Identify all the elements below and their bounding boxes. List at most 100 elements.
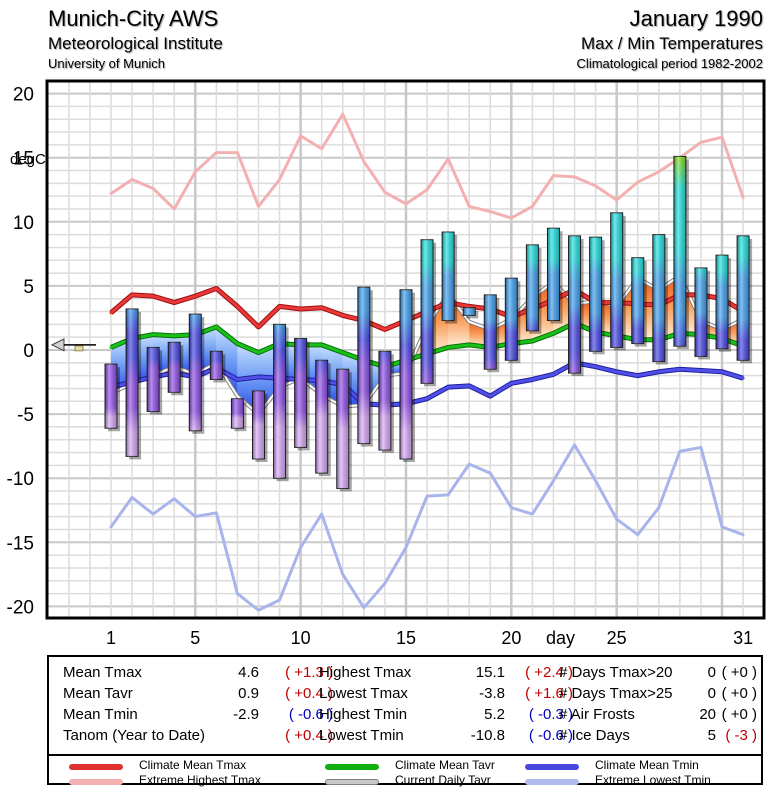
stat-label: Highest Tmin (319, 706, 408, 723)
x-tick-label: 31 (733, 628, 753, 648)
stat-anomaly: ( -0.3 ) (528, 706, 573, 723)
bar-highlight (610, 212, 623, 348)
stat-anomaly: ( +0.4 ) (285, 685, 333, 702)
bar-highlight (505, 278, 518, 361)
stat-label: Mean Tmin (63, 706, 138, 723)
legend-label: Extreme Lowest Tmin (595, 773, 711, 787)
x-tick-label: 25 (607, 628, 627, 648)
stat-anomaly: ( -3 ) (725, 727, 757, 744)
bar-highlight (568, 235, 581, 374)
bar-highlight (631, 257, 644, 344)
bar-highlight (294, 338, 307, 448)
stat-anomaly: ( -0.6 ) (528, 727, 573, 744)
extreme-lowest-tmin-line (109, 443, 745, 612)
y-tick-label: -20 (7, 597, 34, 618)
y-tick-label: 0 (23, 341, 34, 362)
legend-swatch (325, 764, 379, 770)
stat-label: # Days Tmax>25 (559, 685, 673, 702)
stat-label: Lowest Tmax (319, 685, 408, 702)
legend-label: Climate Mean Tmax (139, 758, 247, 772)
y-tick-label: 5 (23, 277, 34, 298)
stat-label: Lowest Tmin (319, 727, 404, 744)
stat-value: 20 (699, 706, 716, 723)
bar-highlight (126, 308, 139, 457)
stat-label: Highest Tmax (319, 664, 412, 681)
bar-highlight (673, 156, 686, 347)
stat-value: 0.9 (238, 685, 259, 702)
bar-highlight (463, 307, 476, 316)
legend-swatch (525, 779, 579, 785)
y-tick-label: 10 (13, 213, 34, 234)
x-tick-label: 5 (190, 628, 200, 648)
stat-label: Tanom (Year to Date) (63, 727, 206, 744)
bar-highlight (336, 369, 349, 489)
x-tick-label: 1 (106, 628, 116, 648)
stat-value: 4.6 (238, 664, 259, 681)
bar-highlight (105, 364, 117, 429)
stat-value: 5.2 (484, 706, 505, 723)
legend-label: Climate Mean Tavr (395, 758, 495, 772)
legend-label: Extreme Highest Tmax (139, 773, 261, 787)
bar-highlight (442, 232, 455, 321)
y-axis-unit: degC (10, 151, 46, 168)
y-tick-label: 15 (13, 149, 34, 170)
bar-highlight (421, 239, 434, 384)
plot-frame (45, 79, 766, 620)
statistics-table: Mean Tmax 4.6 ( +1.3 ) Mean Tavr 0.9 ( +0.4 )… (49, 657, 761, 756)
stat-value: 5 (707, 727, 716, 744)
stat-value: 0 (707, 664, 716, 681)
bar-highlight (315, 360, 328, 474)
stat-value: -10.8 (470, 727, 505, 744)
bar-highlight (526, 244, 539, 331)
y-tick-label: -10 (7, 469, 34, 490)
bar-highlight (652, 234, 665, 362)
stat-anomaly: ( +0 ) (721, 706, 757, 723)
bar-highlight (737, 235, 750, 361)
climatological-period: Climatological period 1982-2002 (576, 56, 763, 71)
legend-label: Current Daily Tavr (395, 773, 491, 787)
stat-anomaly: ( -0.6 ) (288, 706, 333, 723)
station-title: Munich-City AWS (48, 6, 219, 31)
legend-swatch (325, 779, 379, 785)
stat-anomaly: ( +0 ) (721, 664, 757, 681)
daily-range-bars (104, 155, 753, 492)
stat-value: 0 (707, 685, 716, 702)
institute-name: Meteorological Institute (48, 34, 223, 53)
bar-highlight (273, 324, 286, 479)
legend-swatch (69, 779, 123, 785)
x-tick-label: 20 (501, 628, 521, 648)
x-tick-label: 10 (291, 628, 311, 648)
stat-value: -3.8 (479, 685, 505, 702)
y-axis-ticks: 20 15 10 5 0 -5 -10 -15 -20 (7, 85, 34, 619)
university-name: University of Munich (48, 56, 166, 71)
y-tick-label: -5 (17, 405, 34, 426)
stat-label: Mean Tmax (63, 664, 142, 681)
bar-highlight (189, 314, 202, 431)
bar-highlight (716, 255, 729, 349)
x-axis-ticks: 1 5 10 15 20 25 31 (106, 628, 753, 648)
arrow-left-icon (50, 338, 96, 352)
bar-highlight (589, 237, 602, 352)
bar-highlight (694, 267, 707, 357)
bar-highlight (231, 398, 244, 429)
y-tick-label: 20 (13, 85, 34, 106)
bar-highlight (168, 342, 181, 393)
stat-label: # Ice Days (559, 727, 630, 744)
legend-swatch (525, 764, 579, 770)
stat-label: # Days Tmax>20 (559, 664, 673, 681)
y-tick-label: -15 (7, 533, 34, 554)
legend-swatch (69, 764, 123, 770)
bar-highlight (399, 289, 412, 459)
bar-highlight (210, 351, 223, 380)
bar-highlight (547, 228, 560, 321)
stat-label: Mean Tavr (63, 685, 133, 702)
stat-anomaly: ( +0.4 ) (285, 727, 333, 744)
stat-value: 15.1 (475, 664, 505, 681)
bar-highlight (252, 391, 265, 459)
chart-subtitle: Max / Min Temperatures (580, 34, 763, 53)
bar-highlight (484, 294, 497, 370)
stat-value: -2.9 (233, 706, 259, 723)
x-axis-label: day (546, 628, 575, 648)
stat-anomaly: ( +0 ) (721, 685, 757, 702)
